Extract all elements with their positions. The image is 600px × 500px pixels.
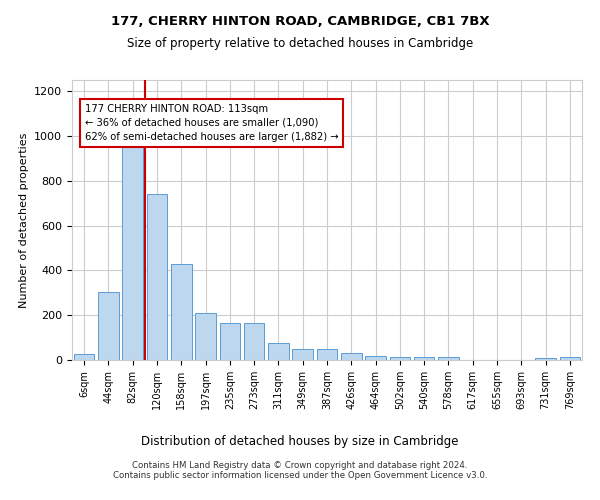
Bar [438,356,459,360]
Bar [74,354,94,360]
Bar [535,358,556,360]
Bar [414,357,434,360]
Bar [220,323,240,360]
Bar [365,356,386,360]
Bar [292,349,313,360]
Text: Distribution of detached houses by size in Cambridge: Distribution of detached houses by size … [141,435,459,448]
Bar [122,145,143,360]
Text: 177, CHERRY HINTON ROAD, CAMBRIDGE, CB1 7BX: 177, CHERRY HINTON ROAD, CAMBRIDGE, CB1 … [110,15,490,28]
Bar [389,357,410,360]
Bar [244,323,265,360]
Text: Contains HM Land Registry data © Crown copyright and database right 2024.
Contai: Contains HM Land Registry data © Crown c… [113,460,487,480]
Text: Size of property relative to detached houses in Cambridge: Size of property relative to detached ho… [127,38,473,51]
Bar [341,354,362,360]
Bar [560,356,580,360]
Bar [195,313,216,360]
Bar [98,292,119,360]
Bar [146,194,167,360]
Bar [171,264,191,360]
Bar [317,349,337,360]
Y-axis label: Number of detached properties: Number of detached properties [19,132,29,308]
Text: 177 CHERRY HINTON ROAD: 113sqm
← 36% of detached houses are smaller (1,090)
62% : 177 CHERRY HINTON ROAD: 113sqm ← 36% of … [85,104,338,142]
Bar [268,343,289,360]
